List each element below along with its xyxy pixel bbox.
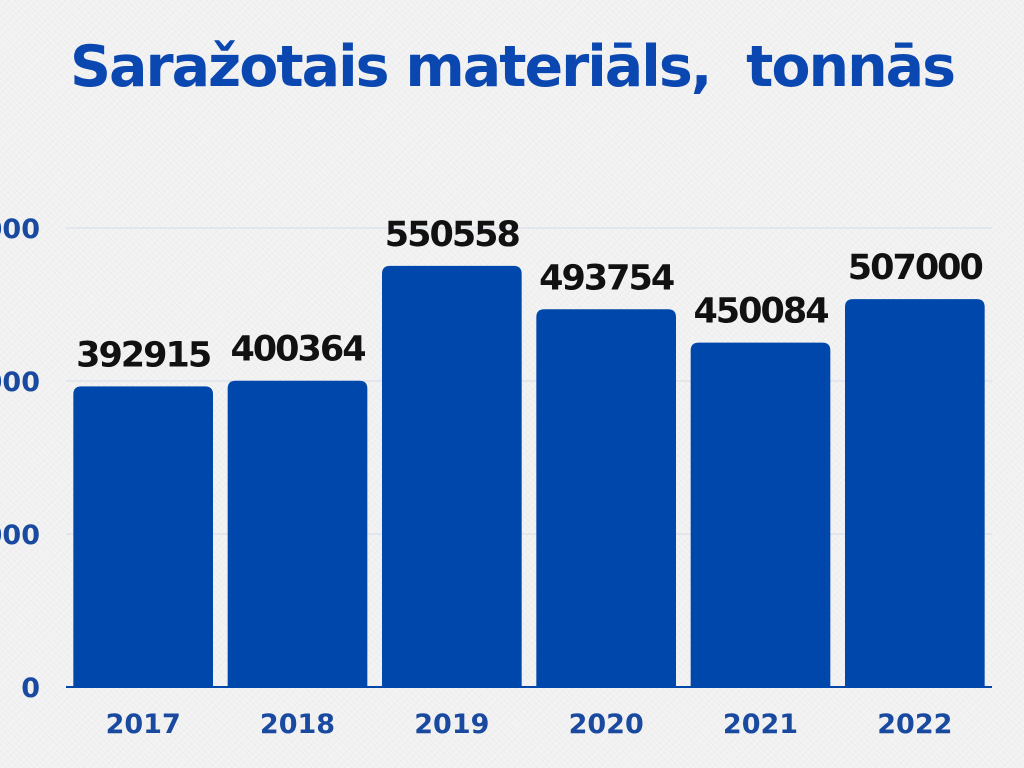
bar — [73, 386, 214, 687]
bar — [227, 380, 368, 687]
y-tick-label: 400000 — [0, 367, 40, 398]
data-labels: 392915 400364 550558 493754 450084 507000 — [76, 215, 984, 376]
data-label: 400364 — [230, 330, 365, 370]
gridlines — [66, 227, 992, 688]
bar — [690, 342, 831, 687]
x-axis-ticks: 2017 2018 2019 2020 2021 2022 — [106, 709, 953, 740]
x-tick-label: 2021 — [723, 709, 798, 740]
bar — [381, 265, 522, 687]
data-label: 507000 — [848, 248, 983, 288]
data-label: 550558 — [385, 215, 520, 255]
chart-title: Saražotais materiāls, tonnās — [69, 34, 956, 100]
x-tick-label: 2022 — [877, 709, 952, 740]
x-tick-label: 2017 — [106, 709, 181, 740]
data-label: 493754 — [539, 258, 674, 298]
x-tick-label: 2018 — [260, 709, 335, 740]
bar — [844, 299, 985, 687]
data-label: 392915 — [76, 335, 210, 375]
bar — [536, 309, 677, 687]
data-label: 450084 — [693, 292, 828, 332]
y-tick-label: 0 — [21, 673, 40, 704]
y-tick-label: 600000 — [0, 214, 40, 245]
x-tick-label: 2019 — [414, 709, 489, 740]
bars — [73, 265, 985, 687]
x-tick-label: 2020 — [569, 709, 644, 740]
